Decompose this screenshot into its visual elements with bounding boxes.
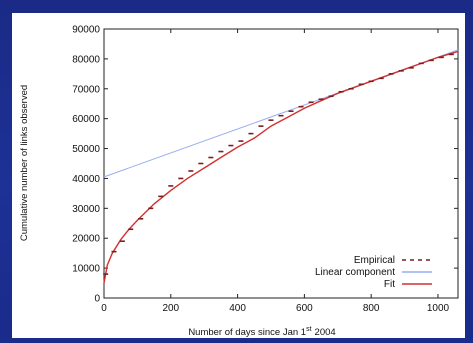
y-tick-label: 50000 <box>72 144 100 155</box>
data-layer <box>103 49 459 284</box>
y-tick-label: 10000 <box>72 264 100 275</box>
y-tick-label: 0 <box>94 294 100 305</box>
y-tick-label: 80000 <box>72 54 100 65</box>
y-axis-label: Cumulative number of links observed <box>19 85 30 241</box>
legend-label-fit: Fit <box>384 279 395 290</box>
y-tick-label: 60000 <box>72 114 100 125</box>
legend-label-linear-component: Linear component <box>315 267 395 278</box>
y-tick-label: 30000 <box>72 204 100 215</box>
legend-label-empirical: Empirical <box>354 255 395 266</box>
series-line-fit <box>103 50 459 284</box>
y-tick-label: 70000 <box>72 84 100 95</box>
x-axis-label-main: Number of days since Jan 1 <box>188 327 306 338</box>
x-tick-label: 200 <box>162 303 179 314</box>
x-axis-label-superscript: st <box>306 326 312 333</box>
plot-frame <box>103 28 459 299</box>
x-tick-label: 800 <box>363 303 380 314</box>
x-axis-label-year: 2004 <box>315 327 336 338</box>
axes-layer: 0100002000030000400005000060000700008000… <box>72 25 459 314</box>
x-tick-label: 600 <box>296 303 313 314</box>
legend: Empirical Linear component Fit <box>315 255 432 290</box>
chart-svg: 0100002000030000400005000060000700008000… <box>19 25 459 338</box>
y-tick-label: 40000 <box>72 174 100 185</box>
chart-card: 0 10000 20000 30000 40000 50000 60000 70000 8000… <box>12 13 465 338</box>
x-axis-label: Number of days since Jan 1st 2004 <box>188 326 335 338</box>
x-tick-label: 400 <box>229 303 246 314</box>
y-tick-label: 90000 <box>72 25 100 36</box>
y-tick-label: 20000 <box>72 234 100 245</box>
x-tick-label: 0 <box>101 303 107 314</box>
x-tick-label: 1000 <box>427 303 450 314</box>
